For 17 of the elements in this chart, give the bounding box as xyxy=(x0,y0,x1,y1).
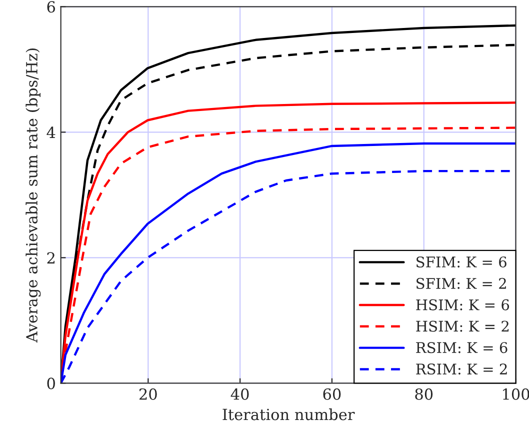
legend-label: SFIM: K = 2 xyxy=(416,278,506,289)
y-tick-label: 4 xyxy=(46,126,56,138)
x-tick-label: 60 xyxy=(323,388,341,400)
y-tick-label: 6 xyxy=(47,1,56,13)
legend-label: RSIM: K = 6 xyxy=(416,342,508,354)
legend-label: HSIM: K = 6 xyxy=(416,299,510,310)
y-tick-label: 0 xyxy=(47,378,55,390)
x-axis-title: Iteration number xyxy=(222,408,355,420)
legend-label: RSIM: K = 2 xyxy=(416,364,507,375)
legend-label: HSIM: K = 2 xyxy=(416,320,509,332)
x-tick-label: 40 xyxy=(230,388,249,400)
y-tick-label: 2 xyxy=(47,252,54,264)
x-tick-label: 100 xyxy=(503,388,529,400)
x-tick-label: 20 xyxy=(139,388,157,400)
legend-label: SFIM: K = 6 xyxy=(416,256,506,268)
y-axis-title: Average achievable sum rate (bps/Hz) xyxy=(26,48,41,343)
x-tick-label: 80 xyxy=(415,388,433,400)
